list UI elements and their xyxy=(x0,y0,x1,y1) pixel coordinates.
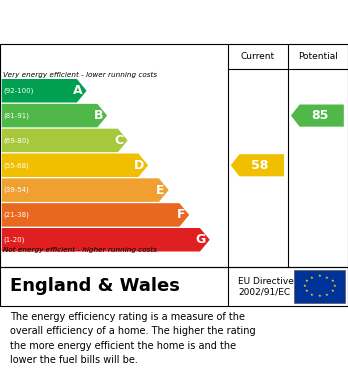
Text: (55-68): (55-68) xyxy=(4,162,30,169)
Text: Very energy efficient - lower running costs: Very energy efficient - lower running co… xyxy=(3,72,157,78)
Text: 2002/91/EC: 2002/91/EC xyxy=(238,287,291,297)
Text: Energy Efficiency Rating: Energy Efficiency Rating xyxy=(10,13,239,31)
Text: ★: ★ xyxy=(310,276,314,280)
Text: Not energy efficient - higher running costs: Not energy efficient - higher running co… xyxy=(3,247,157,253)
Text: B: B xyxy=(94,109,103,122)
Text: ★: ★ xyxy=(331,279,334,283)
Text: D: D xyxy=(134,159,144,172)
Polygon shape xyxy=(2,104,107,127)
Text: (1-20): (1-20) xyxy=(4,237,25,243)
Text: ★: ★ xyxy=(310,293,314,297)
Text: G: G xyxy=(196,233,206,246)
Bar xyxy=(294,270,345,303)
Text: Potential: Potential xyxy=(298,52,338,61)
Polygon shape xyxy=(2,228,210,251)
Polygon shape xyxy=(2,178,169,202)
Text: ★: ★ xyxy=(317,274,321,278)
Text: ★: ★ xyxy=(333,284,336,288)
Polygon shape xyxy=(231,154,284,176)
Text: C: C xyxy=(114,134,124,147)
Text: ★: ★ xyxy=(304,289,308,293)
Text: The energy efficiency rating is a measure of the
overall efficiency of a home. T: The energy efficiency rating is a measur… xyxy=(10,312,256,365)
Text: (69-80): (69-80) xyxy=(4,137,30,143)
Text: ★: ★ xyxy=(304,279,308,283)
Polygon shape xyxy=(2,154,148,177)
Text: ★: ★ xyxy=(325,293,329,297)
Polygon shape xyxy=(2,129,128,152)
Text: (92-100): (92-100) xyxy=(4,88,34,94)
Text: A: A xyxy=(73,84,83,97)
Text: 58: 58 xyxy=(251,159,269,172)
Polygon shape xyxy=(2,79,87,102)
Text: ★: ★ xyxy=(331,289,334,293)
Polygon shape xyxy=(291,104,344,127)
Polygon shape xyxy=(2,203,189,227)
Text: Current: Current xyxy=(241,52,275,61)
Text: ★: ★ xyxy=(325,276,329,280)
Text: E: E xyxy=(156,184,165,197)
Text: ★: ★ xyxy=(302,284,306,288)
Text: (21-38): (21-38) xyxy=(4,212,30,218)
Text: 85: 85 xyxy=(311,109,329,122)
Text: ★: ★ xyxy=(317,294,321,298)
Text: (39-54): (39-54) xyxy=(4,187,30,193)
Text: EU Directive: EU Directive xyxy=(238,277,294,286)
Text: F: F xyxy=(177,208,185,221)
Text: England & Wales: England & Wales xyxy=(10,277,180,295)
Text: (81-91): (81-91) xyxy=(4,112,30,119)
